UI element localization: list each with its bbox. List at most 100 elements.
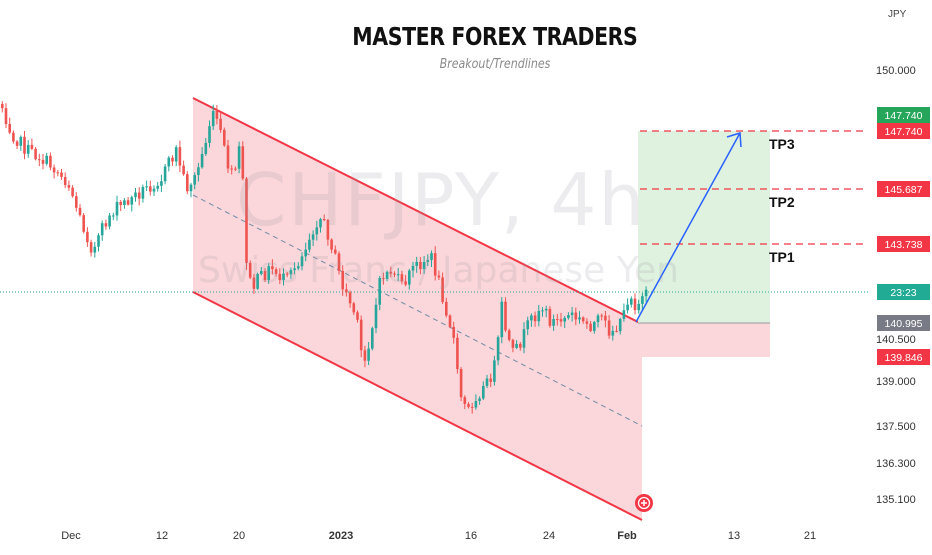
candle-body [300,256,304,267]
price-label-2: 145.687 [885,184,923,196]
candle-body [337,253,341,271]
candle-body [149,186,152,192]
candle-body [197,167,200,176]
candle-body [263,271,267,281]
candle-body [289,270,293,275]
candle-body [345,289,348,293]
candle-body [456,337,459,370]
projection-arrow [635,132,741,323]
projection-arrowhead [726,132,742,148]
candle-body [178,147,182,166]
candle-body [49,155,52,168]
time-tick-8: 21 [804,530,816,542]
candle-body [311,234,315,240]
candle-body [507,330,511,340]
candle-body [115,202,119,216]
candle-body [174,147,178,162]
candle-body [622,310,626,319]
target-zone [638,131,770,323]
candle-body [422,262,426,270]
time-tick-6: Feb [617,530,637,542]
chart-title: MASTER FOREX TRADERS [352,22,638,51]
candle-body [374,304,378,329]
candle-body [541,310,544,312]
candle-body [378,278,381,305]
candle-body [234,168,237,170]
candle-body [441,277,444,302]
candle-body [52,167,56,173]
candle-body [371,328,374,349]
candle-body [522,329,526,348]
candle-body [308,239,311,250]
candle-body [615,330,618,332]
candle-body [604,315,607,321]
candle-body [341,270,344,290]
price-label-1: 147.740 [885,126,923,138]
channel-midline [192,194,643,427]
channel-fill [193,98,642,520]
candle-body [156,185,159,189]
candle-body [482,385,485,399]
candle-body [359,319,363,351]
candle-body [23,136,26,154]
candle-body [278,273,282,281]
title-block: MASTER FOREX TRADERS Breakout/Trendlines [0,22,932,72]
time-tick-0: Dec [61,530,81,542]
candle-body [315,227,319,235]
candle-body [193,175,196,185]
candle-body [182,165,185,175]
candle-body [160,181,163,186]
candle-body [426,260,430,263]
candle-body [38,159,41,161]
candle-body [104,223,108,227]
candle-body [415,261,418,266]
time-tick-7: 13 [728,530,740,542]
candle-body [556,319,559,321]
candle-body [570,312,574,316]
candle-body [544,308,548,311]
candle-body [8,123,11,133]
candle-body [644,289,648,297]
candle-body [167,157,171,167]
candle-body [112,215,115,217]
candle-body [12,132,15,142]
candle-body [607,320,611,336]
candle-body [470,406,474,408]
candle-body [326,219,330,240]
price-tick-4: 136.300 [876,458,916,470]
level-label-tp1: TP1 [769,249,795,265]
candle-body [93,246,97,253]
candle-body [641,296,644,304]
candle-body [134,192,137,198]
candle-body [45,155,48,164]
candle-body [400,274,404,282]
candle-body [241,146,245,179]
candle-body [252,277,256,289]
candle-body [593,322,596,332]
candle-body [63,177,67,186]
candle-body [4,108,8,124]
candle-body [515,343,518,348]
candle-body [385,271,389,279]
candle-body [130,197,134,205]
level-label-tp3: TP3 [769,136,795,152]
candle-body [1,104,4,109]
candle-body [559,319,563,322]
price-label-bg-2 [877,181,930,197]
price-tick-0: 150.000 [876,65,916,77]
candle-body [630,298,633,305]
price-label-bg-5 [877,315,930,331]
level-label-tp2: TP2 [769,194,795,210]
candle-body [86,231,89,243]
candle-body [237,146,241,169]
candle-body [186,174,189,192]
candle-body [448,315,452,327]
price-axis-currency: JPY [888,9,907,20]
time-tick-4: 16 [465,530,477,542]
candle-body [463,397,467,404]
candle-body [152,188,156,192]
time-tick-1: 12 [156,530,168,542]
candle-body [163,166,167,182]
